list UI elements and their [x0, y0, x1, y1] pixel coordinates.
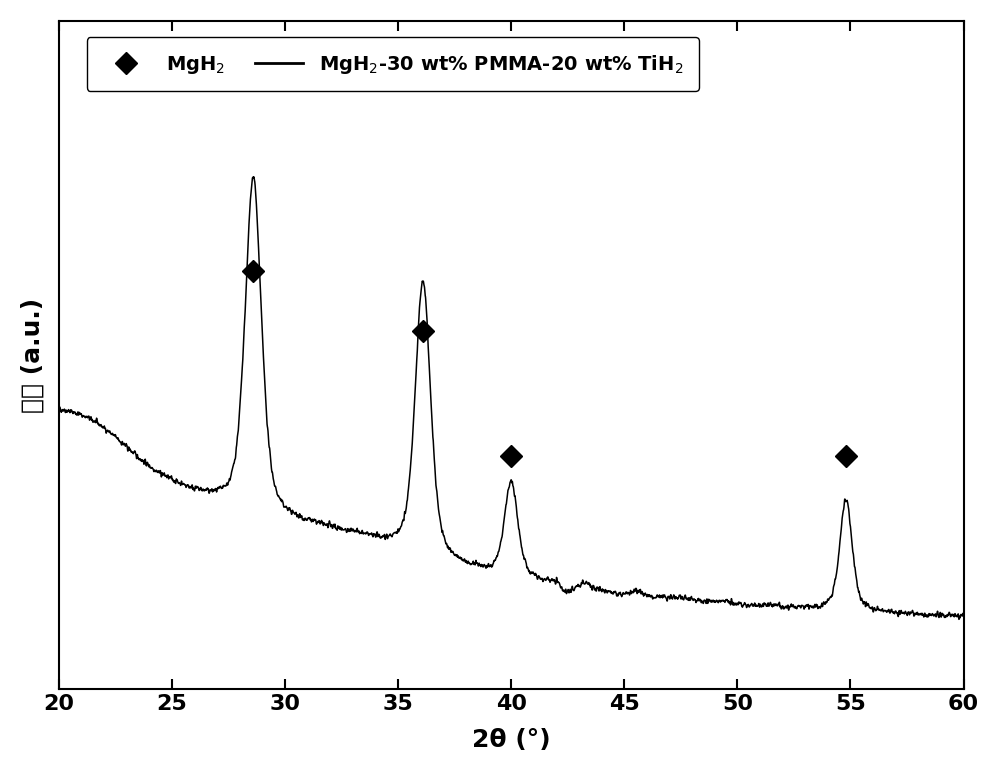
X-axis label: 2θ (°): 2θ (°) — [472, 728, 550, 752]
Y-axis label: 强度 (a.u.): 强度 (a.u.) — [21, 298, 45, 413]
Legend: MgH$_2$, MgH$_2$-30 wt% PMMA-20 wt% TiH$_2$: MgH$_2$, MgH$_2$-30 wt% PMMA-20 wt% TiH$… — [87, 37, 699, 91]
